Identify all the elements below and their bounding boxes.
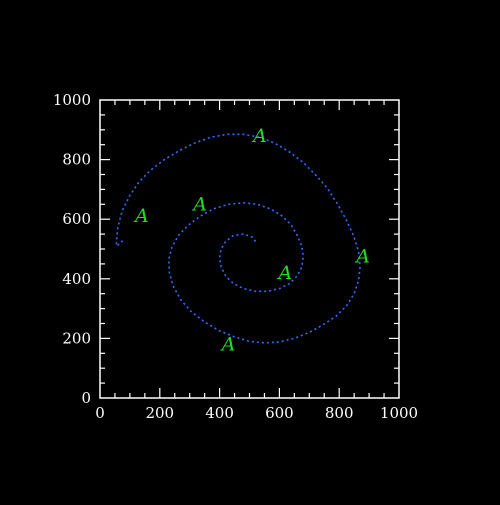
x-tick-label: 200: [145, 404, 174, 422]
spiral-series-line: [115, 133, 361, 344]
marker-label-a: A: [251, 125, 267, 147]
y-tick-label: 400: [62, 270, 91, 288]
x-tick-label: 400: [205, 404, 234, 422]
annotation-group: A A A A A A: [133, 125, 370, 356]
marker-label-a: A: [220, 333, 236, 355]
plot-border: [99, 99, 400, 399]
marker-label-a: A: [133, 205, 149, 227]
marker-label-a: A: [354, 245, 370, 267]
x-tick-label: 1000: [380, 404, 418, 422]
y-tick-label: 600: [62, 210, 91, 228]
y-tick-label: 1000: [53, 91, 91, 109]
axis-tick-labels: 0 200 400 600 800 1000 0 200 400 600 800 1000: [53, 91, 418, 422]
y-tick-label: 800: [62, 151, 91, 169]
x-tick-label: 600: [265, 404, 294, 422]
y-tick-label: 0: [81, 389, 91, 407]
y-tick-label: 200: [62, 329, 91, 347]
x-tick-label: 0: [95, 404, 105, 422]
plot-frame: [99, 99, 400, 399]
series-group: [115, 133, 361, 344]
marker-label-a: A: [277, 262, 293, 284]
axis-ticks: [100, 100, 399, 398]
x-tick-label: 800: [325, 404, 354, 422]
marker-label-a: A: [191, 193, 207, 215]
